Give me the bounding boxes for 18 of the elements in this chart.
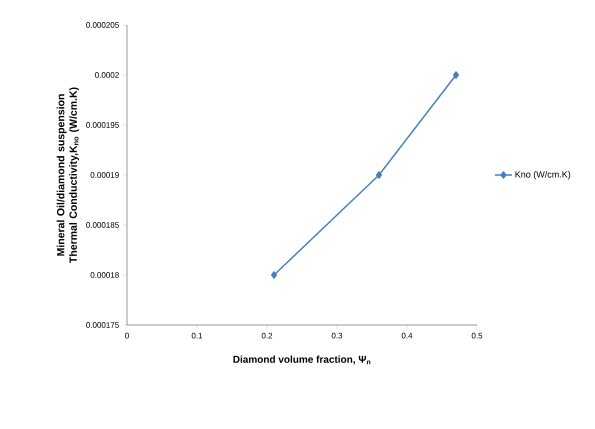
y-tick-label: 0.000185 (86, 222, 119, 228)
x-tick-label: 0 (125, 332, 129, 338)
x-tick-label: 0.4 (402, 332, 412, 338)
x-tick-label: 0.2 (262, 332, 272, 338)
y-tick-label: 0.000175 (86, 322, 119, 328)
point (453, 71, 460, 79)
y-tick-label: 0.000205 (86, 22, 119, 28)
y-tick-label: 0.000195 (86, 122, 119, 128)
point (376, 171, 382, 179)
y-tick-label: 0.00018 (90, 272, 119, 278)
y-tick-label: 0.00019 (90, 172, 119, 178)
x-axis-title: Diamond volume fraction, Ψ$_{n}$ (233, 356, 370, 364)
x-tick-label: 0.1 (192, 332, 202, 338)
y-tick-label: 0.0002 (95, 72, 119, 78)
legend-label: Kno (W/cm.K) (516, 170, 570, 180)
point (271, 271, 277, 279)
x-tick-label: 0.5 (472, 332, 482, 338)
x-tick-label: 0.3 (332, 332, 342, 338)
